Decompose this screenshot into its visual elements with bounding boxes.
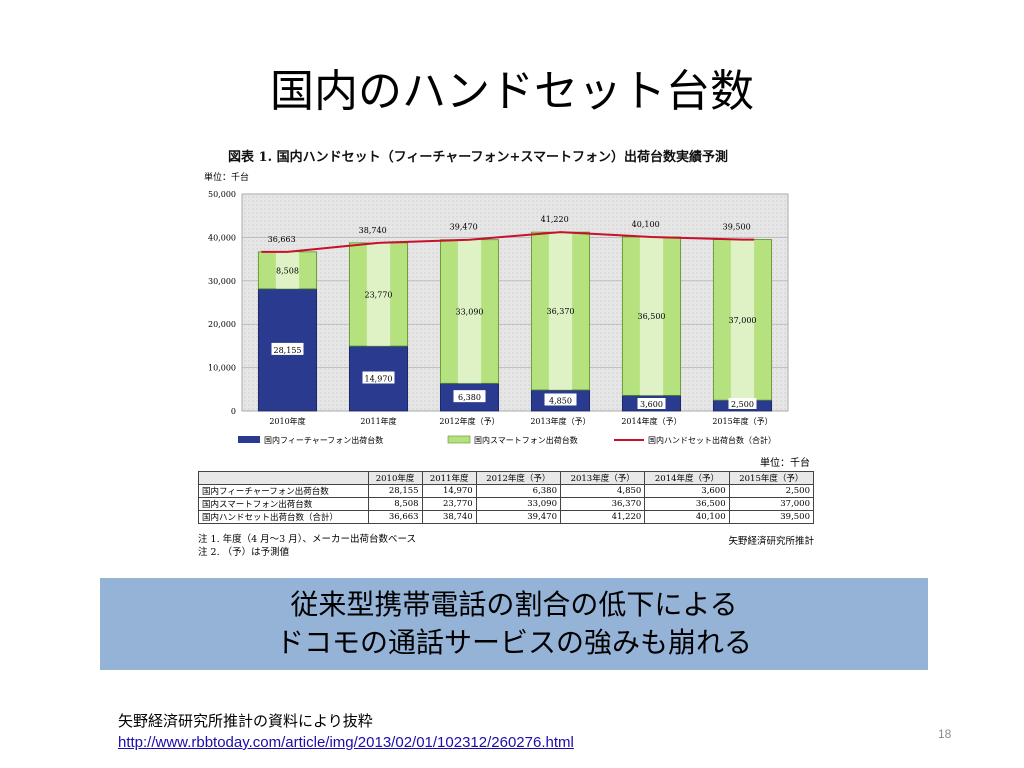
- smartphone-value-label: 33,090: [456, 308, 484, 317]
- table-cell: 4,850: [559, 484, 646, 498]
- table-header-cell: 2014年度（予）: [644, 471, 730, 485]
- table-header-cell: [198, 471, 369, 485]
- table-header-cell: 2015年度（予）: [728, 471, 815, 485]
- bar-smartphone-highlight: [275, 251, 300, 289]
- y-tick-label: 0: [231, 407, 236, 416]
- legend-swatch-feature: [238, 436, 260, 443]
- total-value-label: 36,663: [268, 235, 296, 244]
- source-label: 矢野経済研究所推計の資料により抜粋: [118, 712, 373, 730]
- stacked-bar-chart: 0 10,000 20,000 30,000 40,000 50,000 8,508 28,1…: [208, 190, 789, 445]
- legend-label-feature: 国内フィーチャーフォン出荷台数: [264, 435, 383, 445]
- table-row-label: 国内ハンドセット出荷台数（合計）: [198, 510, 369, 524]
- table-row: 国内ハンドセット出荷台数（合計） 36,663 38,740 39,470 41,220…: [198, 510, 815, 524]
- y-tick-label: 10,000: [208, 364, 236, 373]
- x-category-label: 2010年度: [269, 416, 305, 426]
- figure-caption: 図表 1. 国内ハンドセット（フィーチャーフォン+スマートフォン）出荷台数実績予…: [228, 150, 728, 165]
- smartphone-value-label: 8,508: [276, 266, 299, 275]
- table-cell: 14,970: [421, 484, 477, 498]
- chart-figure: 図表 1. 国内ハンドセット（フィーチャーフォン+スマートフォン）出荷台数実績予…: [196, 140, 820, 572]
- bar-feature-phone: [257, 288, 318, 412]
- plot-area: [241, 193, 789, 412]
- y-tick-label: 40,000: [208, 233, 236, 242]
- table-cell: 39,470: [475, 510, 562, 524]
- smartphone-value-label: 23,770: [365, 290, 393, 299]
- total-value-label: 39,500: [723, 223, 751, 232]
- label-bg: [728, 398, 757, 409]
- total-value-label: 39,470: [450, 223, 478, 232]
- table-header-cell: 2010年度: [367, 471, 423, 485]
- table-cell: 2,500: [728, 484, 815, 498]
- bar-smartphone-highlight: [639, 236, 664, 396]
- feature-value-label: 3,600: [640, 400, 663, 409]
- legend-label-total: 国内ハンドセット出荷台数（合計）: [648, 435, 776, 445]
- table-cell: 39,500: [728, 510, 815, 524]
- feature-value-label: 4,850: [549, 396, 572, 405]
- y-tick-label: 30,000: [208, 277, 236, 286]
- y-tick-label: 20,000: [208, 320, 236, 329]
- table-cell: 37,000: [728, 497, 815, 511]
- smartphone-value-label: 36,370: [547, 307, 575, 316]
- total-value-label: 38,740: [359, 226, 387, 235]
- total-value-label: 40,100: [632, 220, 660, 229]
- bar-smartphone-highlight: [548, 232, 573, 390]
- table-cell: 38,740: [421, 510, 477, 524]
- feature-value-label: 2,500: [731, 400, 754, 409]
- feature-value-label: 14,970: [365, 375, 393, 384]
- label-bg: [544, 393, 577, 406]
- total-line: [261, 231, 755, 253]
- total-value-label: 41,220: [541, 215, 569, 224]
- smartphone-value-label: 36,500: [638, 312, 666, 321]
- table-header-cell: 2011年度: [421, 471, 477, 485]
- table-cell: 41,220: [559, 510, 646, 524]
- note-2: 注 2. （予）は予測値: [198, 547, 290, 558]
- table-cell: 6,380: [475, 484, 562, 498]
- x-category-label: 2011年度: [360, 416, 396, 426]
- legend-swatch-smartphone: [447, 435, 471, 444]
- feature-value-label: 6,380: [458, 393, 481, 402]
- smartphone-value-label: 37,000: [729, 316, 757, 325]
- feature-value-label: 28,155: [274, 346, 302, 355]
- y-tick-label: 50,000: [208, 190, 236, 199]
- x-category-label: 2015年度（予）: [712, 416, 772, 426]
- table-row-label: 国内スマートフォン出荷台数: [198, 497, 369, 511]
- conclusion-banner: 従来型携帯電話の割合の低下による ドコモの通話サービスの強みも崩れる: [100, 578, 928, 670]
- chart-notes: 注 1. 年度（4 月～3 月）、メーカー出荷台数ベース 注 2. （予）は予測…: [198, 533, 416, 559]
- table-cell: 36,500: [644, 497, 730, 511]
- table-cell: 23,770: [421, 497, 477, 511]
- label-bg: [271, 342, 304, 355]
- x-category-label: 2014年度（予）: [621, 416, 681, 426]
- data-table: 2010年度 2011年度 2012年度（予） 2013年度（予） 2014年度（予） 2…: [198, 471, 815, 524]
- table-cell: 40,100: [644, 510, 730, 524]
- label-bg: [362, 371, 395, 384]
- table-cell: 8,508: [367, 497, 423, 511]
- slide-title: 国内のハンドセット台数: [270, 66, 754, 117]
- page-number: 18: [938, 727, 952, 741]
- table-cell: 36,370: [559, 497, 646, 511]
- table-unit-label: 単位：千台: [760, 458, 810, 469]
- label-bg: [453, 390, 486, 403]
- table-header-cell: 2012年度（予）: [475, 471, 562, 485]
- table-cell: 28,155: [367, 484, 423, 498]
- x-category-label: 2012年度（予）: [439, 416, 499, 426]
- table-cell: 33,090: [475, 497, 562, 511]
- legend-label-smartphone: 国内スマートフォン出荷台数: [474, 435, 578, 445]
- bar-smartphone-highlight: [366, 242, 391, 347]
- banner-line-2: ドコモの通話サービスの強みも崩れる: [275, 626, 752, 659]
- table-row: 国内スマートフォン出荷台数 8,508 23,770 33,090 36,370 36,5…: [198, 497, 815, 511]
- table-cell: 36,663: [367, 510, 423, 524]
- x-category-label: 2013年度（予）: [530, 416, 590, 426]
- table-row-label: 国内フィーチャーフォン出荷台数: [198, 484, 369, 498]
- table-cell: 3,600: [644, 484, 730, 498]
- bar-smartphone-highlight: [457, 239, 482, 384]
- figure-source-note: 矢野経済研究所推計: [728, 536, 814, 547]
- table-header-cell: 2013年度（予）: [559, 471, 646, 485]
- banner-line-1: 従来型携帯電話の割合の低下による: [290, 588, 738, 621]
- note-1: 注 1. 年度（4 月～3 月）、メーカー出荷台数ベース: [198, 534, 417, 545]
- bar-smartphone-highlight: [730, 239, 755, 401]
- label-bg: [637, 398, 666, 409]
- source-link[interactable]: http://www.rbbtoday.com/article/img/2013…: [118, 734, 574, 751]
- unit-label: 単位：千台: [204, 173, 250, 183]
- table-row: 国内フィーチャーフォン出荷台数 28,155 14,970 6,380 4,850 3,6…: [198, 484, 815, 498]
- table-header-row: 2010年度 2011年度 2012年度（予） 2013年度（予） 2014年度（予） 2…: [198, 471, 815, 485]
